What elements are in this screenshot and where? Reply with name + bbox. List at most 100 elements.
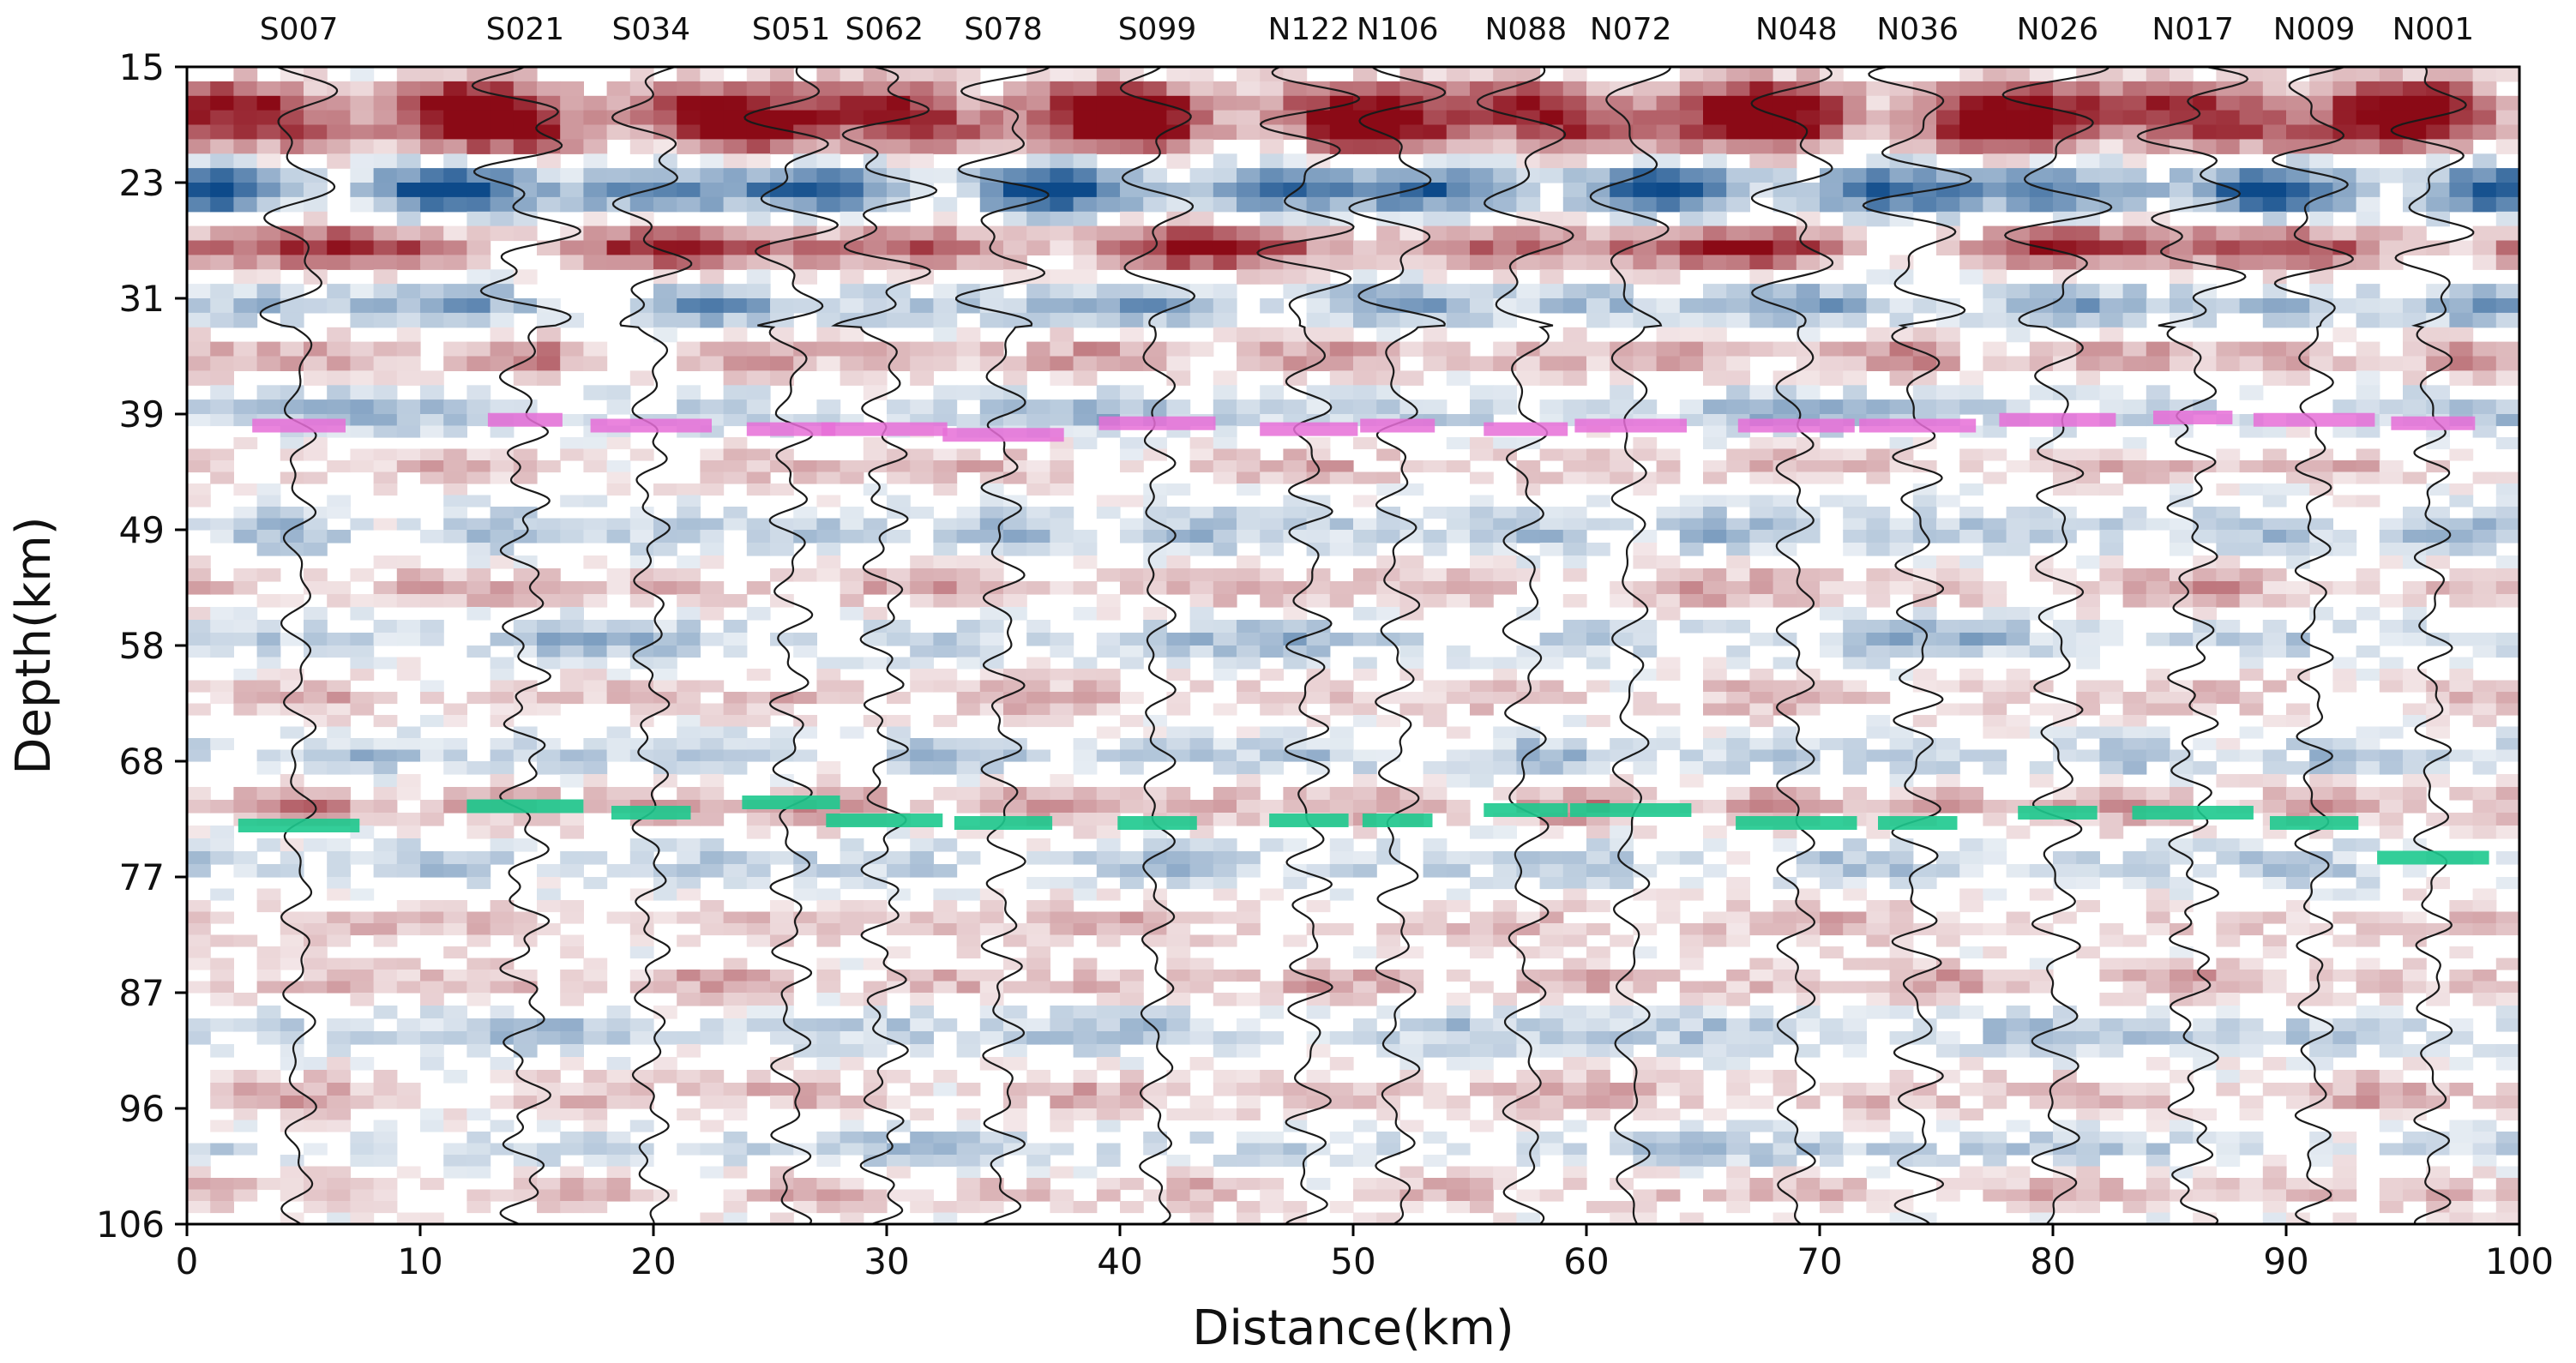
- heatmap-cell: [723, 399, 748, 415]
- heatmap-cell: [1120, 911, 1144, 924]
- heatmap-cell: [2029, 1031, 2054, 1045]
- heatmap-cell: [490, 738, 515, 751]
- heatmap-cell: [2076, 284, 2100, 299]
- heatmap-cell: [2099, 67, 2124, 82]
- heatmap-cell: [1749, 240, 1774, 255]
- heatmap-cell: [1166, 399, 1191, 415]
- heatmap-cell: [1166, 923, 1191, 936]
- heatmap-cell: [1050, 934, 1074, 947]
- heatmap-cell: [280, 518, 304, 531]
- heatmap-cell: [1562, 543, 1587, 556]
- heatmap-cell: [1329, 738, 1354, 751]
- heatmap-cell: [256, 110, 281, 126]
- heatmap-cell: [910, 826, 934, 839]
- heatmap-cell: [1306, 399, 1331, 415]
- heatmap-cell: [1633, 1189, 1658, 1202]
- heatmap-cell: [1959, 946, 1983, 959]
- heatmap-cell: [1912, 495, 1937, 507]
- heatmap-cell: [933, 211, 958, 227]
- heatmap-cell: [187, 312, 211, 328]
- heatmap-cell: [2122, 738, 2147, 751]
- heatmap-cell: [979, 888, 1004, 901]
- heatmap-cell: [1820, 298, 1844, 314]
- heatmap-cell: [583, 787, 608, 801]
- heatmap-cell: [2099, 460, 2124, 473]
- heatmap-cell: [2029, 761, 2054, 775]
- heatmap-cell: [1773, 594, 1797, 608]
- heatmap-cell: [1679, 1070, 1704, 1084]
- heatmap-cell: [1820, 312, 1844, 328]
- heatmap-cell: [1539, 1108, 1564, 1121]
- heatmap-cell: [606, 1178, 631, 1191]
- heatmap-cell: [560, 183, 584, 198]
- heatmap-cell: [1866, 1096, 1891, 1109]
- heatmap-cell: [1493, 312, 1517, 328]
- heatmap-cell: [816, 168, 841, 183]
- heatmap-cell: [280, 1018, 304, 1032]
- heatmap-cell: [396, 958, 421, 970]
- heatmap-cell: [187, 934, 211, 947]
- heatmap-cell: [2146, 298, 2170, 314]
- heatmap-cell: [1820, 1201, 1844, 1214]
- heatmap-cell: [1073, 225, 1098, 242]
- heatmap-cell: [1423, 703, 1447, 716]
- heatmap-cell: [350, 1178, 375, 1191]
- heatmap-cell: [1213, 993, 1237, 1006]
- heatmap-cell: [2122, 81, 2147, 97]
- heatmap-cell: [1562, 1178, 1587, 1191]
- heatmap-cell: [1096, 110, 1121, 126]
- heatmap-cell: [606, 1155, 631, 1168]
- heatmap-cell: [1143, 507, 1167, 519]
- heatmap-cell: [677, 715, 701, 728]
- heatmap-cell: [1423, 1189, 1447, 1202]
- heatmap-cell: [1936, 327, 1960, 343]
- heatmap-cell: [887, 761, 911, 775]
- heatmap-cell: [840, 1189, 864, 1202]
- heatmap-cell: [490, 110, 515, 126]
- heatmap-cell: [770, 1006, 794, 1019]
- heatmap-cell: [1213, 81, 1237, 97]
- heatmap-cell: [606, 110, 631, 126]
- heatmap-cell: [280, 110, 304, 126]
- heatmap-cell: [979, 124, 1004, 140]
- heatmap-cell: [1213, 800, 1237, 814]
- heatmap-cell: [420, 255, 444, 270]
- heatmap-cell: [373, 1070, 398, 1084]
- heatmap-cell: [2006, 507, 2031, 519]
- heatmap-cell: [1237, 1178, 1261, 1191]
- heatmap-cell: [1820, 1189, 1844, 1202]
- heatmap-cell: [1703, 530, 1727, 543]
- heatmap-cell: [1749, 495, 1774, 507]
- heatmap-cell: [1796, 851, 1821, 865]
- heatmap-cell: [420, 911, 444, 924]
- heatmap-cell: [770, 67, 794, 82]
- heatmap-cell: [653, 1006, 677, 1019]
- heatmap-cell: [560, 196, 584, 213]
- heatmap-cell: [513, 911, 538, 924]
- heatmap-cell: [1983, 1070, 2007, 1084]
- heatmap-cell: [2006, 1120, 2031, 1132]
- heatmap-cell: [1726, 680, 1750, 693]
- heatmap-cell: [1656, 518, 1681, 531]
- heatmap-cell: [1516, 507, 1541, 519]
- heatmap-cell: [373, 255, 398, 270]
- heatmap-cell: [863, 657, 888, 669]
- heatmap-cell: [187, 495, 211, 507]
- heatmap-cell: [513, 1031, 538, 1045]
- heatmap-cell: [1073, 1201, 1098, 1214]
- heatmap-cell: [1889, 437, 1914, 450]
- heatmap-cell: [1376, 124, 1400, 140]
- heatmap-cell: [1260, 800, 1284, 814]
- heatmap-cell: [327, 284, 351, 299]
- heatmap-cell: [1773, 240, 1797, 255]
- heatmap-cell: [933, 110, 958, 126]
- heatmap-cell: [979, 240, 1004, 255]
- heatmap-cell: [466, 1018, 491, 1032]
- heatmap-cell: [1866, 851, 1891, 865]
- heatmap-cell: [1399, 1120, 1424, 1132]
- heatmap-cell: [1936, 399, 1960, 415]
- heatmap-cell: [1726, 703, 1750, 716]
- heatmap-cell: [1166, 568, 1191, 582]
- heatmap-cell: [2170, 67, 2194, 82]
- heatmap-cell: [816, 341, 841, 357]
